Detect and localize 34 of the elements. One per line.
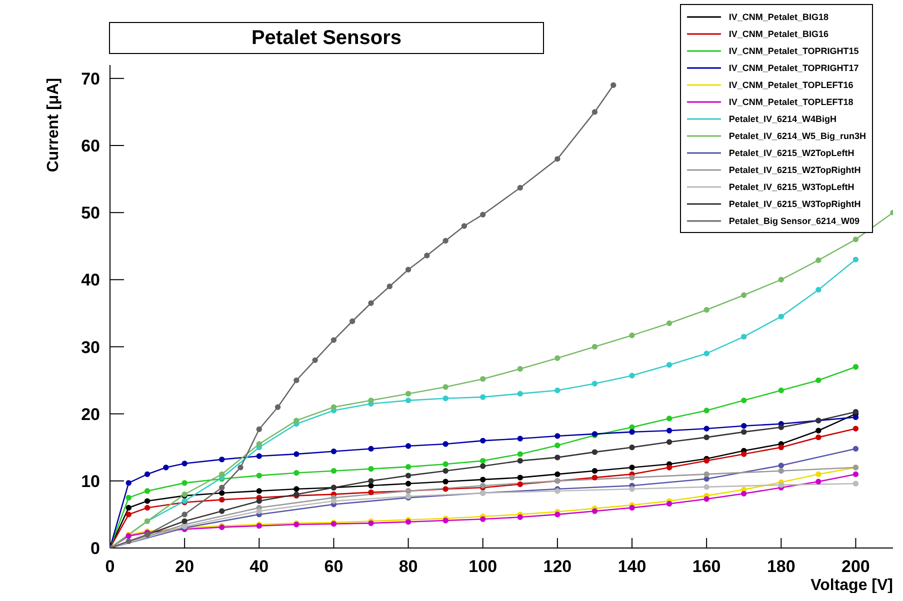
legend-label: Petalet_IV_6215_W2TopRightH <box>728 164 861 174</box>
x-tick-label: 100 <box>468 557 498 576</box>
legend-label: Petalet_Big Sensor_6214_W09 <box>728 216 860 226</box>
legend-label: IV_CNM_Petalet_TOPLEFT18 <box>728 96 854 106</box>
x-tick-label: 80 <box>398 557 418 576</box>
x-tick-label: 200 <box>842 557 870 576</box>
legend-label: Petalet_IV_6215_W3TopLeftH <box>728 182 854 192</box>
y-tick-label: 0 <box>90 539 100 558</box>
legend-label: Petalet_IV_6215_W3TopRightH <box>728 198 861 208</box>
y-tick-label: 70 <box>81 69 100 88</box>
legend-label: Petalet_IV_6215_W2TopLeftH <box>728 148 854 158</box>
legend-label: IV_CNM_Petalet_TOPRIGHT15 <box>728 46 859 56</box>
y-tick-label: 10 <box>81 472 100 491</box>
x-tick-label: 120 <box>543 557 572 576</box>
x-tick-label: 0 <box>105 557 115 576</box>
x-tick-label: 140 <box>618 557 646 576</box>
x-tick-label: 20 <box>175 557 194 576</box>
y-tick-label: 50 <box>81 204 100 223</box>
y-tick-label: 60 <box>81 136 100 156</box>
legend-label: IV_CNM_Petalet_BIG18 <box>728 12 828 22</box>
x-tick-label: 180 <box>766 557 796 576</box>
legend-label: IV_CNM_Petalet_BIG16 <box>728 28 828 38</box>
x-tick-label: 60 <box>324 557 344 576</box>
legend-label: IV_CNM_Petalet_TOPRIGHT17 <box>728 62 859 72</box>
legend-label: Petalet_IV_6214_W4BigH <box>728 114 836 124</box>
chart-title: Petalet Sensors <box>109 22 544 54</box>
y-axis-title: Current [μA] <box>45 78 62 172</box>
x-tick-label: 40 <box>250 557 269 576</box>
y-tick-label: 40 <box>81 270 100 290</box>
x-tick-label: 160 <box>692 557 721 576</box>
legend-label: Petalet_IV_6214_W5_Big_run3H <box>728 130 866 140</box>
y-tick-label: 30 <box>81 338 100 357</box>
y-tick-label: 20 <box>81 404 100 424</box>
legend-label: IV_CNM_Petalet_TOPLEFT16 <box>728 80 854 90</box>
